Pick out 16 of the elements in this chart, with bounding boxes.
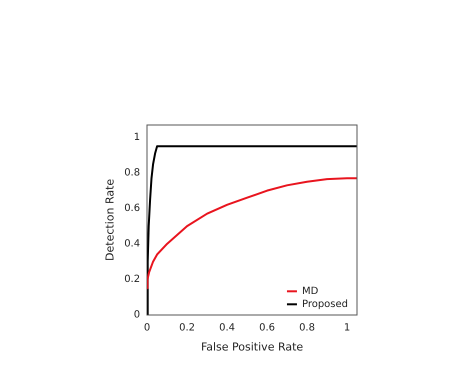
x-tick-label: 0.2 [179, 322, 196, 334]
legend-label: MD [302, 286, 319, 297]
y-axis-title: Detection Rate [103, 178, 116, 261]
x-tick-label: 0.8 [299, 322, 315, 334]
x-tick-label: 1 [344, 322, 350, 334]
x-tick-label: 0.6 [259, 322, 275, 334]
x-tick-label: 0.4 [219, 322, 236, 334]
legend-label: Proposed [302, 298, 348, 310]
y-tick-label: 0.6 [124, 202, 140, 214]
y-tick-label: 0 [134, 309, 140, 320]
y-tick-label: 0.8 [124, 167, 140, 178]
y-tick-label: 0.2 [124, 274, 140, 285]
x-tick-label: 0 [144, 322, 150, 334]
y-tick-label: 1 [134, 132, 140, 144]
y-tick-label: 0.4 [124, 238, 140, 250]
x-axis-title: False Positive Rate [200, 340, 304, 354]
